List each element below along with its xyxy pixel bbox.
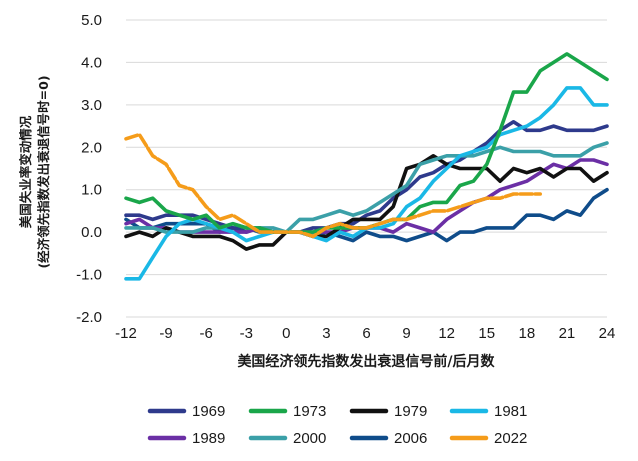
x-tick-label: 12	[438, 325, 455, 342]
series-line-2000	[124, 141, 609, 234]
y-tick-label: 4.0	[81, 54, 102, 71]
y-tick-label: 5.0	[81, 12, 102, 29]
legend: 1969 1973 1979 1981 1989 2000 2006 2022	[147, 403, 527, 447]
y-tick-label: 3.0	[81, 97, 102, 114]
x-tick-label: 21	[559, 325, 576, 342]
legend-label-1989: 1989	[192, 430, 225, 447]
x-tick-label: -6	[199, 325, 212, 342]
series-line-2022	[124, 132, 542, 239]
x-tick-label: 15	[478, 325, 495, 342]
x-tick-label: 6	[362, 325, 370, 342]
legend-label-2000: 2000	[293, 430, 326, 447]
legend-label-1969: 1969	[192, 403, 225, 420]
series-line-1981	[124, 86, 609, 281]
series-lines	[124, 52, 609, 281]
series-line-1979	[124, 154, 609, 251]
y-axis-title-line2: (经济领先指数发出衰退信号时=0)	[36, 75, 51, 268]
x-tick-label: 0	[282, 325, 290, 342]
x-tick-label: 9	[402, 325, 410, 342]
y-tick-labels: -2.0 -1.0 0.0 1.0 2.0 3.0 4.0 5.0	[76, 12, 102, 326]
series-line-1973	[124, 52, 609, 234]
x-tick-label: 18	[518, 325, 535, 342]
x-tick-label: -12	[115, 325, 137, 342]
legend-label-2022: 2022	[494, 430, 527, 447]
y-axis-title-line1: 美国失业率变动情况	[18, 115, 33, 228]
x-axis-title: 美国经济领先指数发出衰退信号前/后月数	[237, 353, 495, 370]
series-line-1969	[124, 120, 609, 234]
y-tick-label: -2.0	[76, 309, 102, 326]
y-tick-label: 1.0	[81, 182, 102, 199]
legend-label-2006: 2006	[394, 430, 427, 447]
x-tick-label: 24	[599, 325, 616, 342]
x-tick-label: 3	[322, 325, 330, 342]
y-tick-label: 2.0	[81, 139, 102, 156]
legend-label-1973: 1973	[293, 403, 326, 420]
legend-label-1981: 1981	[494, 403, 527, 420]
legend-label-1979: 1979	[394, 403, 427, 420]
x-tick-label: -9	[159, 325, 172, 342]
x-tick-labels: -12 -9 -6 -3 0 3 6 9 12 15 18 21 24	[115, 325, 615, 342]
x-tick-label: -3	[240, 325, 253, 342]
y-tick-label: -1.0	[76, 267, 102, 284]
y-tick-label: 0.0	[81, 224, 102, 241]
